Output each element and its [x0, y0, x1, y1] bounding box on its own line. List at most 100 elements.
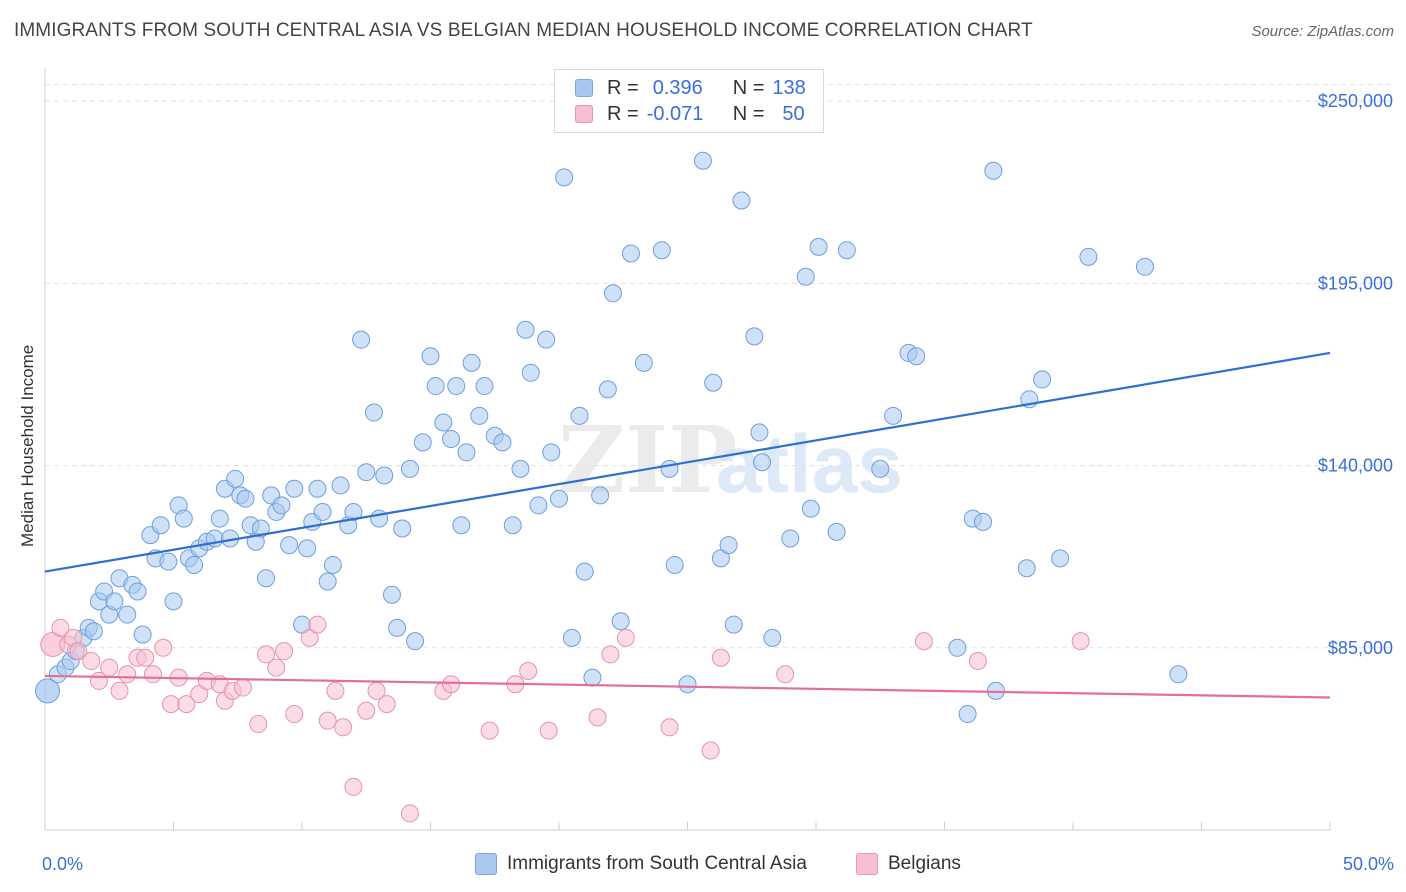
data-point	[82, 652, 101, 671]
x-tick-labels: 0.0% 50.0%	[42, 854, 1394, 874]
data-point	[827, 522, 846, 541]
data-point	[377, 695, 396, 714]
data-point	[837, 241, 856, 260]
legend-n-label: N =	[732, 102, 765, 125]
data-point	[732, 191, 751, 210]
data-point	[634, 353, 653, 372]
data-point	[318, 572, 337, 591]
data-point	[652, 241, 671, 260]
data-point	[285, 479, 304, 498]
data-point	[550, 489, 568, 508]
data-point	[724, 615, 743, 634]
bottom-legend-swatch-belgians	[856, 853, 878, 875]
source-label: Source: ZipAtlas.com	[1251, 23, 1394, 40]
data-point	[539, 721, 558, 740]
data-point	[665, 555, 684, 574]
data-point	[323, 555, 342, 574]
chart-title: IMMIGRANTS FROM SOUTH CENTRAL ASIA VS BE…	[14, 20, 1033, 41]
y-tick-label: $140,000	[1318, 456, 1393, 476]
data-point	[400, 804, 419, 823]
legend-swatch-belgians	[575, 105, 593, 123]
data-point	[334, 718, 353, 737]
data-point	[249, 714, 268, 733]
data-point	[164, 592, 183, 611]
data-point	[257, 569, 276, 588]
data-point	[603, 284, 622, 303]
data-point	[136, 648, 155, 667]
data-point	[364, 403, 383, 422]
bottom-legend-immigrants: Immigrants from South Central Asia	[475, 851, 807, 877]
data-point	[159, 552, 178, 571]
trend-line-belgians	[44, 674, 1331, 699]
legend-r-value: 0.396	[652, 76, 703, 99]
data-point	[344, 502, 363, 521]
data-point	[442, 675, 461, 694]
data-point	[763, 628, 782, 647]
data-point	[174, 509, 193, 528]
legend-row-belgians: R = -0.071 N = 50	[575, 102, 805, 126]
data-point	[601, 645, 620, 664]
data-point	[575, 562, 594, 581]
data-point	[1017, 559, 1036, 578]
data-point	[413, 433, 432, 452]
data-point	[948, 638, 967, 657]
data-point	[105, 592, 124, 611]
trend-lines	[44, 351, 1331, 699]
data-point	[308, 479, 327, 498]
data-point	[588, 708, 607, 727]
data-point	[267, 658, 286, 677]
data-point	[100, 658, 119, 677]
data-point	[796, 267, 815, 286]
data-point	[974, 512, 993, 531]
legend-row-immigrants: R = 0.396 N = 138	[575, 76, 806, 100]
bottom-legend-belgians: Belgians	[856, 851, 961, 877]
data-point	[480, 721, 499, 740]
data-point	[660, 459, 679, 478]
legend-swatch-immigrants	[575, 79, 593, 97]
data-point	[750, 423, 769, 442]
data-point	[462, 353, 481, 372]
data-point	[452, 516, 471, 535]
data-point	[298, 539, 317, 558]
data-point	[69, 642, 88, 661]
data-point	[154, 638, 173, 657]
data-point	[884, 406, 903, 425]
data-point	[968, 652, 987, 671]
data-point	[375, 466, 394, 485]
data-point	[357, 701, 376, 720]
watermark: ZIP atlas	[558, 406, 903, 514]
x-tick-label-min: 0.0%	[42, 854, 83, 874]
data-point	[442, 430, 461, 449]
data-point	[493, 433, 512, 452]
data-point	[570, 406, 589, 425]
data-point	[519, 661, 538, 680]
data-point	[143, 665, 162, 684]
data-point	[809, 237, 828, 256]
data-point	[357, 463, 376, 482]
data-point	[907, 347, 926, 366]
data-point	[352, 330, 371, 349]
data-point	[308, 615, 327, 634]
data-point	[470, 406, 489, 425]
data-point	[185, 555, 204, 574]
data-point	[118, 665, 137, 684]
data-point	[598, 380, 617, 399]
data-point	[1033, 370, 1052, 389]
data-point	[745, 327, 764, 346]
data-point	[542, 443, 561, 462]
data-point	[537, 330, 556, 349]
data-point	[871, 459, 890, 478]
data-point	[233, 678, 252, 697]
data-point	[1079, 247, 1098, 266]
data-point	[251, 519, 270, 538]
y-tick-label: $85,000	[1328, 638, 1393, 658]
data-point	[331, 476, 350, 495]
data-point	[226, 469, 245, 488]
data-point	[421, 347, 440, 366]
data-point	[280, 536, 299, 555]
data-point	[161, 695, 180, 714]
data-point	[177, 695, 196, 714]
data-point	[562, 628, 581, 647]
data-point	[529, 496, 548, 515]
data-point	[51, 618, 70, 637]
